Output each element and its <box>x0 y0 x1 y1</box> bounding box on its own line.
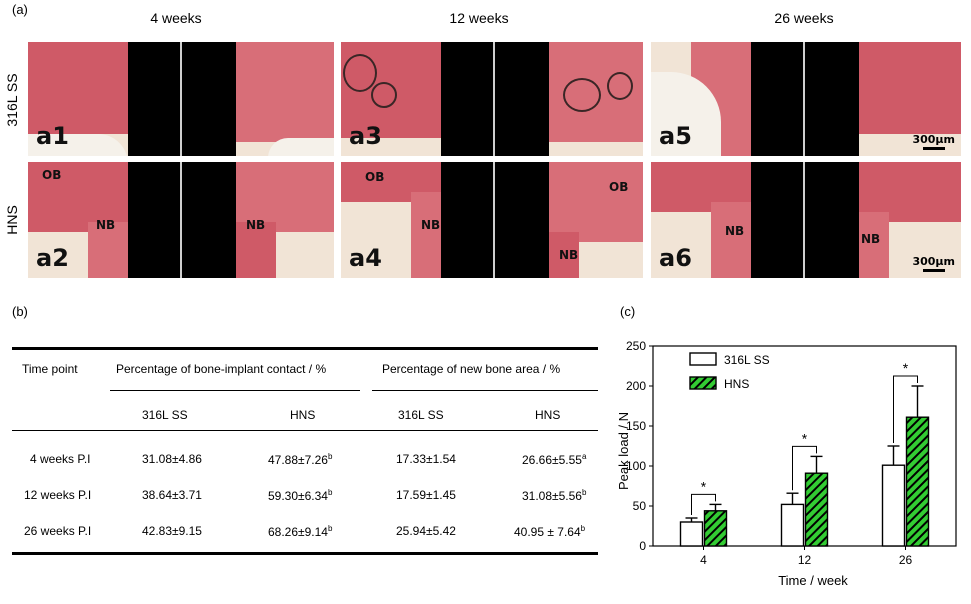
table-top-rule <box>12 347 598 350</box>
row-title-hns: HNS <box>4 205 20 235</box>
cell-bic-316l: 31.08±4.86 <box>142 452 202 466</box>
cell-bic-hns: 59.30±6.34b <box>268 488 333 503</box>
subheader-bic-hns: HNS <box>290 408 316 422</box>
cell-bic-316l: 42.83±9.15 <box>142 524 202 538</box>
header-bottom-rule <box>12 430 598 431</box>
scale-bar: 300μm <box>912 255 955 272</box>
cell-bic-hns: 68.26±9.14b <box>268 524 333 539</box>
significance-marker: * <box>802 430 808 446</box>
nb-label: NB <box>421 218 441 232</box>
panel-c-label: (c) <box>620 304 635 319</box>
nb-label: NB <box>246 218 266 232</box>
micrograph-a1: a1 <box>28 42 334 156</box>
legend-swatch-316l-ss <box>689 352 717 366</box>
panel-id: a6 <box>659 244 692 272</box>
legend-label-316l-ss: 316L SS <box>724 353 770 367</box>
micrograph-a5: a5 300μm <box>651 42 961 156</box>
cell-nba-316l: 17.59±1.45 <box>396 488 456 502</box>
x-tick-label: 26 <box>899 553 913 567</box>
nb-label: NB <box>96 218 116 232</box>
column-title-4-weeks: 4 weeks <box>150 10 202 26</box>
cell-nba-hns: 26.66±5.55a <box>522 452 587 467</box>
panel-id: a4 <box>349 244 382 272</box>
column-title-26-weeks: 26 weeks <box>774 10 834 26</box>
significance-bracket <box>691 493 716 515</box>
panel-b-label: (b) <box>12 304 28 319</box>
table-bottom-rule <box>12 552 598 555</box>
significance-bracket <box>893 375 918 443</box>
ob-label: OB <box>609 180 629 194</box>
significance-marker: * <box>701 478 707 494</box>
micrograph-a3: a3 <box>341 42 643 156</box>
panel-id: a1 <box>36 122 69 150</box>
cell-nba-316l: 17.33±1.54 <box>396 452 456 466</box>
header-time-point: Time point <box>22 362 78 376</box>
y-tick-label: 200 <box>626 379 646 393</box>
y-tick-label: 250 <box>626 339 646 353</box>
cell-nba-316l: 25.94±5.42 <box>396 524 456 538</box>
nb-label: NB <box>861 232 881 246</box>
x-axis-label: Time / week <box>778 573 848 588</box>
micrograph-a2: OB NB NB a2 <box>28 162 334 278</box>
bic-group-rule <box>110 390 360 391</box>
bar-316l-ss <box>881 464 906 547</box>
legend-swatch-hns <box>689 376 717 390</box>
cell-bic-hns: 47.88±7.26b <box>268 452 333 467</box>
cell-nba-hns: 31.08±5.56b <box>522 488 587 503</box>
bar-hns <box>703 510 728 547</box>
bar-hns <box>905 416 930 547</box>
scale-bar: 300μm <box>912 133 955 150</box>
row-title-316l: 316L SS <box>4 73 20 127</box>
micrograph-a6: NB NB a6 300μm <box>651 162 961 278</box>
panel-id: a5 <box>659 122 692 150</box>
row-time: 26 weeks P.I <box>24 524 92 538</box>
bar-hns <box>804 472 829 547</box>
ob-label: OB <box>365 170 385 184</box>
significance-marker: * <box>903 360 909 376</box>
ob-label: OB <box>42 168 62 182</box>
subheader-bic-316l: 316L SS <box>142 408 188 422</box>
y-tick-label: 150 <box>626 419 646 433</box>
y-tick-label: 100 <box>626 459 646 473</box>
significance-bracket <box>792 445 817 491</box>
header-nba: Percentage of new bone area / % <box>382 362 561 376</box>
bar-316l-ss <box>780 503 805 547</box>
legend-label-hns: HNS <box>724 377 749 391</box>
y-axis-label: Peak load / N <box>616 412 631 490</box>
column-title-12-weeks: 12 weeks <box>449 10 509 26</box>
y-tick-label: 0 <box>639 539 646 553</box>
header-bic: Percentage of bone-implant contact / % <box>116 362 327 376</box>
nb-label: NB <box>559 248 579 262</box>
micrograph-a4: OB NB OB NB a4 <box>341 162 643 278</box>
subheader-nba-hns: HNS <box>535 408 561 422</box>
row-time: 12 weeks P.I <box>24 488 92 502</box>
nba-group-rule <box>372 390 598 391</box>
y-tick-label: 50 <box>633 499 647 513</box>
x-tick-label: 12 <box>798 553 812 567</box>
bar-316l-ss <box>679 521 704 547</box>
panel-id: a3 <box>349 122 382 150</box>
peak-load-chart: (c) 0 50 100 150 200 250 4 * 12 * 26 * 316L SS HNS Ti… <box>616 304 957 588</box>
subheader-nba-316l: 316L SS <box>398 408 444 422</box>
panel-id: a2 <box>36 244 69 272</box>
x-tick-label: 4 <box>700 553 707 567</box>
panel-a-label: (a) <box>12 2 28 17</box>
cell-nba-hns: 40.95 ± 7.64b <box>514 524 586 539</box>
nb-label: NB <box>725 224 745 238</box>
cell-bic-316l: 38.64±3.71 <box>142 488 202 502</box>
row-time: 4 weeks P.I <box>30 452 91 466</box>
